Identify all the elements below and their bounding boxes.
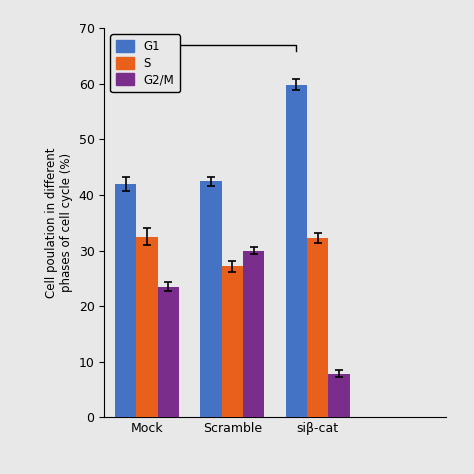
Bar [157,287,179,417]
Bar [328,374,349,417]
Bar [137,237,157,417]
Legend: G1, S, G2/M: G1, S, G2/M [110,34,180,92]
Bar [200,181,221,417]
Bar [115,184,136,417]
Y-axis label: Cell poulation in different
phases of cell cycle (%): Cell poulation in different phases of ce… [45,147,73,298]
Bar [221,266,243,417]
Bar [307,238,328,417]
Bar [285,84,307,417]
Bar [243,251,264,417]
